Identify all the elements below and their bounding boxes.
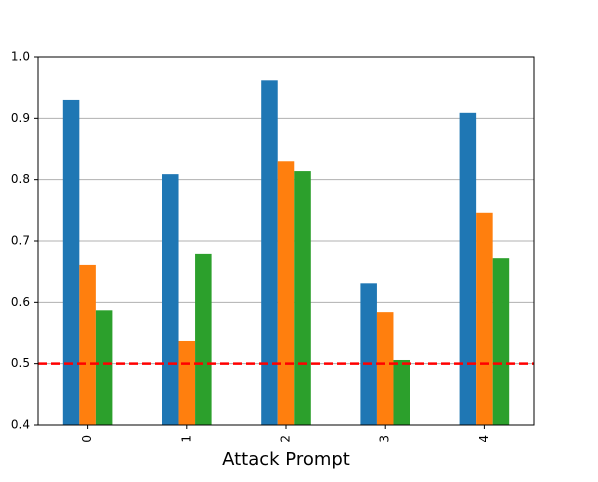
bar xyxy=(492,258,510,425)
bar xyxy=(294,171,311,425)
bar xyxy=(178,340,196,425)
x-tick-label: 4 xyxy=(477,435,491,443)
bar xyxy=(476,212,493,425)
plot-frame xyxy=(37,56,535,426)
bar xyxy=(62,99,80,425)
bar xyxy=(277,161,295,425)
y-tick-label: 0.7 xyxy=(11,234,30,248)
y-tick-label: 0.5 xyxy=(11,356,30,370)
bar xyxy=(459,112,477,426)
x-axis-label: Attack Prompt xyxy=(222,449,350,470)
bar xyxy=(95,310,113,425)
y-tick-label: 0.9 xyxy=(11,111,30,125)
bar xyxy=(195,253,212,425)
x-tick-label: 3 xyxy=(378,435,392,443)
bar xyxy=(360,283,377,425)
y-tick-label: 0.6 xyxy=(11,295,30,309)
bar xyxy=(376,312,394,425)
bar xyxy=(79,264,96,425)
bar xyxy=(162,174,179,425)
x-tick-label: 0 xyxy=(80,435,94,443)
bar xyxy=(261,80,278,425)
y-tick-label: 1.0 xyxy=(11,50,30,64)
x-tick-label: 1 xyxy=(179,435,193,443)
x-tick-label: 2 xyxy=(279,435,293,443)
y-tick-label: 0.4 xyxy=(11,418,30,432)
bar xyxy=(393,359,410,425)
y-tick-label: 0.8 xyxy=(11,172,30,186)
